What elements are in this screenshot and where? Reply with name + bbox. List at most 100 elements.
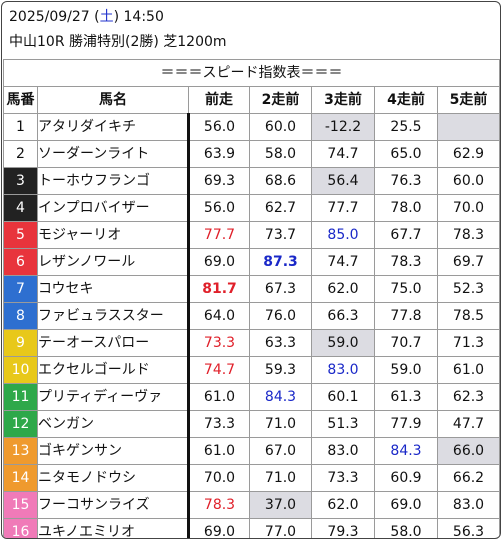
speed-index-cell: 58.0 xyxy=(374,518,438,538)
table-row: 10 エクセルゴールド 74.7 59.3 83.0 59.0 61.0 xyxy=(3,356,500,384)
table-row: 6 レザンノワール 69.0 87.3 74.7 78.3 69.7 xyxy=(3,248,500,276)
table-row: 4 インプロバイザー 56.0 62.7 77.7 78.0 70.0 xyxy=(3,194,500,222)
speed-index-cell: 74.7 xyxy=(187,356,250,384)
speed-index-cell: 52.3 xyxy=(436,275,500,303)
speed-index-cell: 78.3 xyxy=(374,248,438,276)
column-header-row: 馬番 馬名 前走 2走前 3走前 4走前 5走前 xyxy=(3,86,500,114)
horse-name: インプロバイザー xyxy=(37,194,189,222)
speed-index-cell: 77.8 xyxy=(374,302,438,330)
speed-index-cell: 56.0 xyxy=(187,194,250,222)
speed-index-cell: 81.7 xyxy=(187,275,250,303)
speed-index-cell: 83.0 xyxy=(311,437,375,465)
speed-index-cell: 76.0 xyxy=(249,302,312,330)
table-row: 2 ソーダーンライト 63.9 58.0 74.7 65.0 62.9 xyxy=(3,140,500,168)
speed-index-cell: 61.0 xyxy=(187,437,250,465)
horse-name: ファビュラススター xyxy=(37,302,189,330)
speed-index-cell: 71.0 xyxy=(249,464,312,492)
horse-number: 4 xyxy=(3,194,38,222)
speed-index-cell: 56.0 xyxy=(187,113,250,141)
speed-index-cell: 70.0 xyxy=(436,194,500,222)
horse-number: 7 xyxy=(3,275,38,303)
speed-index-cell: 60.0 xyxy=(249,113,312,141)
speed-index-cell: 69.0 xyxy=(187,518,250,538)
speed-index-cell: 60.0 xyxy=(436,167,500,195)
speed-index-cell: 78.3 xyxy=(187,491,250,519)
speed-index-cell: 67.3 xyxy=(249,275,312,303)
speed-index-cell: 59.3 xyxy=(249,356,312,384)
speed-index-cell: 73.3 xyxy=(311,464,375,492)
speed-index-cell: 69.3 xyxy=(187,167,250,195)
horse-name: ソーダーンライト xyxy=(37,140,189,168)
table-row: 7 コウセキ 81.7 67.3 62.0 75.0 52.3 xyxy=(3,275,500,303)
speed-index-cell: 63.9 xyxy=(187,140,250,168)
horse-name: ゴキゲンサン xyxy=(37,437,189,465)
speed-index-cell: 69.0 xyxy=(187,248,250,276)
speed-index-cell: 62.7 xyxy=(249,194,312,222)
horse-number: 15 xyxy=(3,491,38,519)
race-title: 中山10R 勝浦特別(2勝) 芝1200m xyxy=(9,34,227,50)
speed-index-cell: 71.3 xyxy=(436,329,500,357)
speed-index-cell: 83.0 xyxy=(436,491,500,519)
horse-number: 16 xyxy=(3,518,38,538)
horse-number: 6 xyxy=(3,248,38,276)
horse-number: 10 xyxy=(3,356,38,384)
horse-number: 9 xyxy=(3,329,38,357)
speed-index-cell: 77.0 xyxy=(249,518,312,538)
speed-index-table: ＝＝＝スピード指数表＝＝＝ 馬番 馬名 前走 2走前 3走前 4走前 5走前 1… xyxy=(2,59,500,538)
speed-index-cell: 77.7 xyxy=(311,194,375,222)
speed-index-cell: 62.3 xyxy=(436,383,500,411)
horse-name: テーオースパロー xyxy=(37,329,189,357)
col-header-2-races-ago: 2走前 xyxy=(249,86,312,114)
speed-index-cell: 73.3 xyxy=(187,410,250,438)
speed-index-cell: 67.0 xyxy=(249,437,312,465)
table-row: 14 ニタモノドウシ 70.0 71.0 73.3 60.9 66.2 xyxy=(3,464,500,492)
col-header-3-races-ago: 3走前 xyxy=(311,86,375,114)
horse-number: 8 xyxy=(3,302,38,330)
table-caption: ＝＝＝スピード指数表＝＝＝ xyxy=(2,59,500,87)
speed-index-cell: 66.3 xyxy=(311,302,375,330)
horse-number: 2 xyxy=(3,140,38,168)
col-header-number: 馬番 xyxy=(3,86,38,114)
horse-name: コウセキ xyxy=(37,275,189,303)
speed-index-cell: 76.3 xyxy=(374,167,438,195)
speed-index-cell: 71.0 xyxy=(249,410,312,438)
horse-number: 11 xyxy=(3,383,38,411)
speed-index-cell: 87.3 xyxy=(249,248,312,276)
horse-number: 12 xyxy=(3,410,38,438)
race-datetime: 2025/09/27 (土) 14:50 xyxy=(9,8,164,26)
speed-index-cell: 78.3 xyxy=(436,221,500,249)
speed-index-cell: 84.3 xyxy=(249,383,312,411)
horse-name: モジャーリオ xyxy=(37,221,189,249)
table-row: 1 アタリダイキチ 56.0 60.0 -12.2 25.5 xyxy=(3,113,500,141)
speed-index-cell: 77.9 xyxy=(374,410,438,438)
col-header-5-races-ago: 5走前 xyxy=(436,86,500,114)
speed-index-cell: 65.0 xyxy=(374,140,438,168)
speed-index-cell: 25.5 xyxy=(374,113,438,141)
speed-index-cell: -12.2 xyxy=(311,113,375,141)
speed-index-cell: 63.3 xyxy=(249,329,312,357)
col-header-4-races-ago: 4走前 xyxy=(374,86,438,114)
speed-index-cell: 74.7 xyxy=(311,140,375,168)
horse-name: アタリダイキチ xyxy=(37,113,189,141)
speed-index-cell: 66.0 xyxy=(436,437,500,465)
speed-index-cell: 69.7 xyxy=(436,248,500,276)
speed-index-cell: 78.0 xyxy=(374,194,438,222)
speed-index-cell: 70.7 xyxy=(374,329,438,357)
horse-name: トーホウフランゴ xyxy=(37,167,189,195)
weekday: 土 xyxy=(99,9,114,25)
table-row: 9 テーオースパロー 73.3 63.3 59.0 70.7 71.3 xyxy=(3,329,500,357)
col-header-name: 馬名 xyxy=(37,86,189,114)
speed-index-cell: 61.3 xyxy=(374,383,438,411)
speed-index-cell: 75.0 xyxy=(374,275,438,303)
horse-number: 13 xyxy=(3,437,38,465)
speed-index-cell: 56.3 xyxy=(436,518,500,538)
speed-index-cell: 60.1 xyxy=(311,383,375,411)
speed-index-cell: 56.4 xyxy=(311,167,375,195)
speed-index-cell: 51.3 xyxy=(311,410,375,438)
table-row: 12 ベンガン 73.3 71.0 51.3 77.9 47.7 xyxy=(3,410,500,438)
horse-number: 5 xyxy=(3,221,38,249)
table-row: 13 ゴキゲンサン 61.0 67.0 83.0 84.3 66.0 xyxy=(3,437,500,465)
speed-index-cell: 61.0 xyxy=(187,383,250,411)
speed-index-cell: 37.0 xyxy=(249,491,312,519)
